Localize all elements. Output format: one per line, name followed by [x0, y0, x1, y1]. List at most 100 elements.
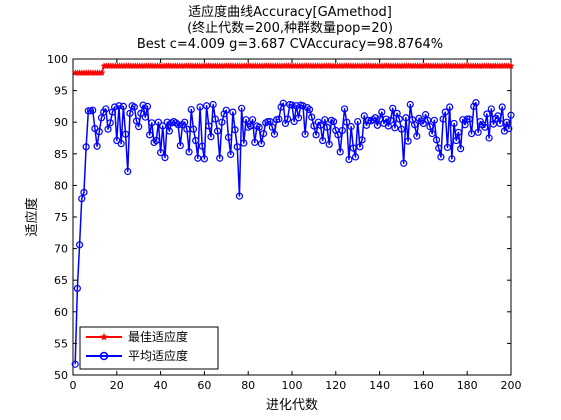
y-tick-label: 65 — [54, 274, 68, 287]
chart-title-line-3: Best c=4.009 g=3.687 CVAccuracy=98.8764% — [137, 37, 443, 52]
series-avg-point — [220, 110, 228, 118]
series-avg-point — [290, 117, 298, 126]
series-avg-point — [316, 121, 325, 129]
series-avg-point — [472, 99, 480, 107]
series-avg-point — [389, 104, 397, 112]
series-avg-point — [143, 102, 152, 111]
series-avg-point — [137, 109, 145, 117]
series-avg-point — [338, 126, 346, 135]
y-tick-label: 60 — [54, 306, 68, 319]
series-avg-point — [467, 129, 476, 138]
y-tick-label: 55 — [54, 337, 68, 350]
series-avg-point — [238, 104, 246, 112]
series-avg-point — [441, 108, 449, 116]
series-avg-point — [187, 105, 195, 114]
series-avg-point — [71, 360, 79, 368]
series-avg-point — [432, 136, 441, 144]
series-avg-point — [443, 143, 452, 152]
series-avg-point — [323, 123, 331, 131]
series-avg-point — [213, 127, 222, 135]
x-tick-label: 100 — [282, 379, 303, 392]
series-avg-point — [257, 140, 265, 148]
series-avg-point — [312, 131, 320, 139]
legend-best-label: 最佳适应度 — [128, 329, 188, 344]
series-avg-point — [325, 140, 333, 148]
series-avg-line — [74, 101, 512, 365]
series-avg-point — [189, 125, 198, 133]
series-avg-point — [450, 119, 458, 128]
series-avg-point — [157, 148, 165, 157]
series-avg-point — [360, 112, 368, 120]
legend-avg-circle-marker — [99, 351, 109, 361]
series-avg-point — [505, 124, 513, 133]
y-tick-label: 70 — [54, 243, 68, 256]
series-avg-point — [104, 125, 112, 133]
series-avg-point — [382, 115, 390, 123]
series-avg-point — [198, 142, 206, 150]
series-avg-point — [196, 103, 204, 111]
series-avg-point — [349, 144, 357, 152]
series-avg-point — [216, 154, 224, 162]
series-avg-point — [251, 138, 259, 147]
series-avg-point — [172, 119, 180, 127]
series-avg-point — [439, 115, 447, 123]
series-avg-point — [224, 133, 233, 141]
series-avg-point — [111, 103, 119, 111]
series-avg-point — [130, 103, 138, 111]
series-avg-point — [345, 155, 353, 164]
series-avg-point — [411, 121, 419, 129]
series-avg-point — [259, 129, 268, 138]
legend-avg-label: 平均适应度 — [128, 348, 188, 363]
series-avg-point — [150, 138, 158, 147]
y-tick-label: 85 — [54, 148, 68, 161]
series-avg-point — [240, 139, 248, 147]
series-avg-point — [356, 143, 364, 151]
series-avg-point — [347, 123, 355, 131]
series-avg-point — [78, 195, 86, 203]
series-avg-point — [146, 131, 154, 139]
series-avg-point — [369, 116, 377, 124]
series-avg-point — [340, 105, 349, 113]
series-avg-point — [139, 101, 147, 109]
series-avg-point — [174, 121, 182, 129]
series-avg-point — [185, 148, 193, 156]
series-avg-point — [126, 109, 134, 117]
series-avg-point — [159, 122, 167, 130]
series-avg-point — [222, 106, 230, 114]
series-avg-point — [141, 113, 149, 121]
series-avg-point — [446, 103, 454, 111]
x-tick-label: 20 — [110, 379, 124, 392]
series-avg-point — [485, 134, 493, 142]
series-avg-point — [454, 128, 463, 136]
series-avg-point — [82, 143, 90, 151]
series-avg-point — [165, 127, 173, 135]
series-avg-point — [413, 132, 421, 140]
series-avg-point — [294, 114, 303, 122]
series-avg-point — [95, 128, 103, 136]
series-avg-point — [474, 128, 482, 136]
series-avg-point — [299, 102, 307, 110]
x-tick-label: 140 — [369, 379, 390, 392]
series-avg-point — [277, 103, 285, 111]
series-avg-point — [163, 118, 171, 126]
series-avg-point — [400, 159, 408, 167]
series-avg-point — [119, 102, 127, 111]
series-avg-point — [117, 140, 125, 148]
series-avg-point — [89, 106, 97, 114]
series-avg-point — [192, 136, 200, 145]
series-avg-point — [233, 143, 241, 151]
chart-title-line-1: 适应度曲线Accuracy[GAmethod] — [188, 4, 392, 20]
series-avg-point — [154, 118, 163, 126]
x-tick-label: 180 — [457, 379, 478, 392]
series-avg-point — [80, 188, 88, 196]
legend-best-star-marker — [99, 332, 109, 341]
ticks-layer: 0 20 40 60 80 100 120 140 160 180 200 50 55 60 65 70 75 8… — [47, 53, 522, 392]
series-avg-point — [106, 119, 114, 127]
series-avg-point — [321, 116, 329, 124]
y-tick-label: 90 — [54, 116, 68, 129]
series-avg-point — [135, 123, 143, 131]
series-avg-point — [207, 133, 215, 141]
series-avg-point — [496, 119, 504, 128]
series-avg-point — [305, 105, 314, 114]
series-avg-point — [124, 167, 132, 176]
